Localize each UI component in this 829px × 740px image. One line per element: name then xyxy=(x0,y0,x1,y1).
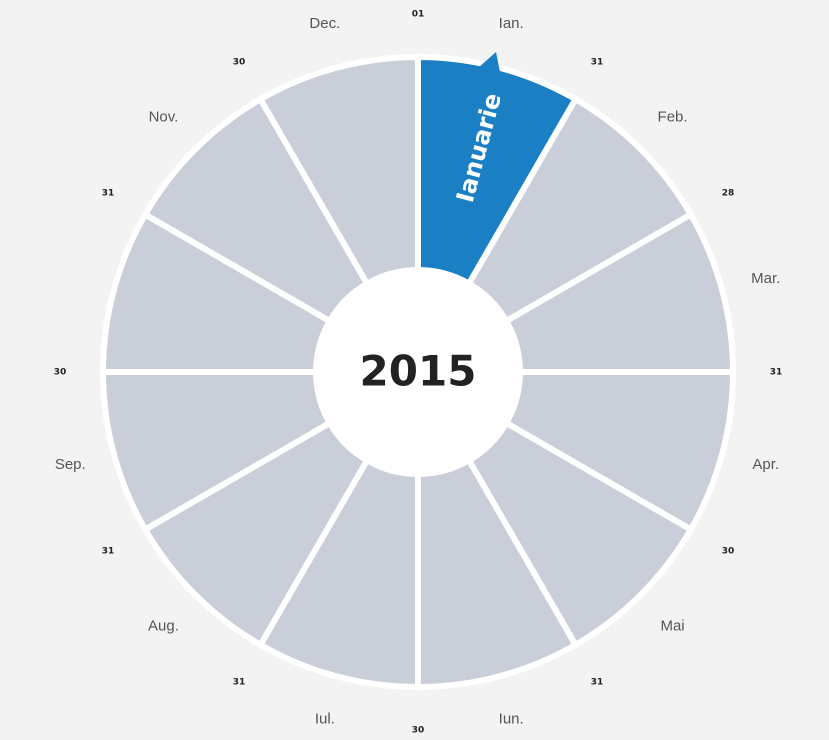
year: 2015 xyxy=(360,347,477,396)
day-count: 30 xyxy=(722,547,735,557)
month-label: Dec. xyxy=(309,15,340,32)
day-count: 28 xyxy=(722,189,735,199)
month-label: Nov. xyxy=(149,108,179,125)
day-count: 30 xyxy=(412,726,425,736)
day-count: 30 xyxy=(233,57,246,67)
day-count: 30 xyxy=(54,368,67,378)
day-count: 31 xyxy=(233,678,246,688)
month-label: Sep. xyxy=(55,456,86,473)
day-count: 31 xyxy=(770,368,783,378)
day-count: 31 xyxy=(102,547,115,557)
month-label: Iun. xyxy=(499,711,524,728)
month-label: Ian. xyxy=(499,15,524,32)
month-label: Aug. xyxy=(148,618,179,635)
month-label: Mar. xyxy=(751,270,780,287)
day-count: 31 xyxy=(102,189,115,199)
month-label: Feb. xyxy=(658,108,688,125)
month-label: Apr. xyxy=(752,456,779,473)
calendar-wheel: 2015 Ianuarie Ian.Feb.Mar.Apr.MaiIun.Iul… xyxy=(0,0,829,740)
day-count: 31 xyxy=(591,57,604,67)
day-count: 01 xyxy=(412,10,425,20)
month-label: Mai xyxy=(660,618,684,635)
month-label: Iul. xyxy=(315,711,335,728)
day-count: 31 xyxy=(591,678,604,688)
